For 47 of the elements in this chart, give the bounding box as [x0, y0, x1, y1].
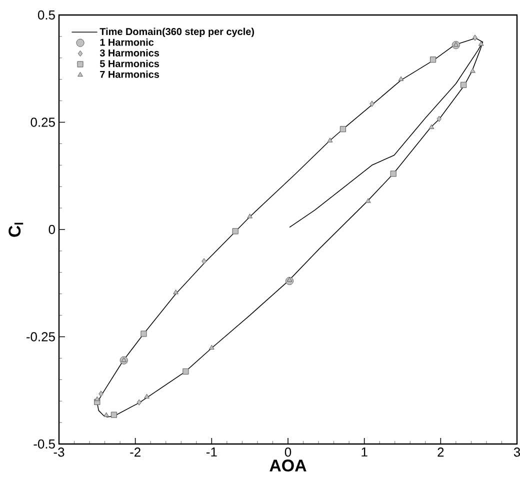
legend-label: 1 Harmonic	[100, 38, 154, 46]
point	[232, 228, 238, 234]
point	[173, 290, 178, 294]
y-tick-label: -0.25	[26, 332, 55, 342]
point	[286, 277, 292, 282]
legend-label: Time Domain(360 step per cycle)	[100, 28, 254, 38]
point	[428, 124, 434, 130]
legend-label: 7 Harmonics	[100, 70, 160, 78]
point	[460, 82, 467, 88]
point	[370, 100, 374, 107]
x-tick-label: -2	[130, 448, 140, 457]
point	[98, 390, 104, 397]
y-tick-label: -0.5	[34, 439, 55, 449]
point	[144, 394, 150, 398]
x-tick-label: 0	[284, 448, 292, 457]
point	[182, 368, 189, 375]
point	[94, 396, 100, 402]
legend-label: 3 Harmonics	[100, 49, 160, 57]
point	[430, 56, 436, 63]
x-tick-label: 2	[438, 448, 444, 457]
point	[327, 138, 333, 142]
point	[478, 41, 484, 46]
point	[110, 412, 117, 418]
point	[104, 412, 109, 417]
point	[390, 170, 396, 177]
point	[340, 126, 346, 132]
point	[365, 198, 371, 203]
point	[398, 76, 404, 81]
point	[453, 42, 459, 47]
x-tick-label: 1	[362, 448, 368, 456]
y-tick-label: 0	[48, 224, 55, 234]
y-tick-label: 0.25	[30, 118, 55, 127]
y-axis-title: C$_{l}$	[8, 222, 24, 237]
point	[472, 34, 478, 41]
x-tick-label: 3	[514, 448, 520, 457]
x-tick-label: -3	[54, 448, 64, 457]
y-tick-label: 0.5	[38, 10, 55, 20]
point	[247, 214, 252, 218]
legend-label: 5 Harmonics	[100, 60, 160, 68]
x-axis-title: AOA	[270, 460, 306, 472]
point	[436, 116, 442, 122]
point	[136, 399, 142, 406]
point	[470, 68, 476, 73]
point	[140, 330, 147, 337]
point	[202, 258, 206, 264]
point	[209, 344, 214, 350]
x-tick-label: -1	[206, 448, 217, 456]
